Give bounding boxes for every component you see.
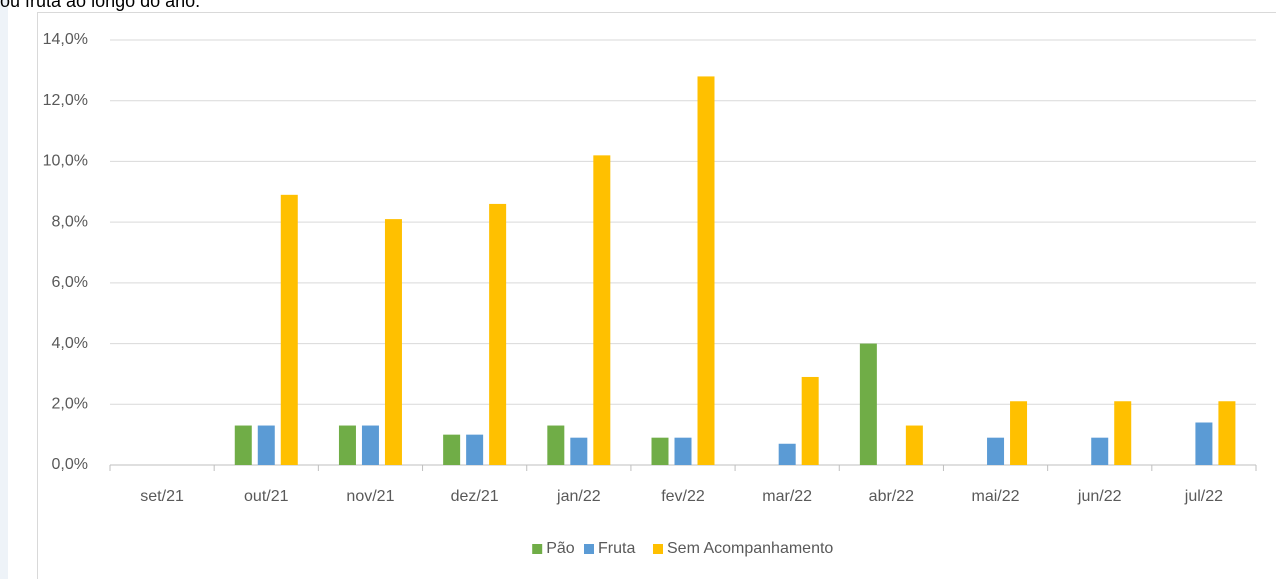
y-tick-label: 0,0% bbox=[52, 456, 88, 473]
x-tick-label: jan/22 bbox=[556, 488, 601, 505]
bar bbox=[547, 426, 564, 465]
bar bbox=[1218, 401, 1235, 465]
bar bbox=[466, 435, 483, 465]
bar bbox=[258, 426, 275, 465]
x-tick-label: mar/22 bbox=[762, 488, 812, 505]
bar bbox=[339, 426, 356, 465]
bar bbox=[698, 76, 715, 465]
x-tick-label: out/21 bbox=[244, 488, 289, 505]
bar bbox=[489, 204, 506, 465]
legend-swatch bbox=[653, 544, 663, 554]
bar bbox=[652, 438, 669, 465]
bar bbox=[1195, 423, 1212, 466]
bar bbox=[1091, 438, 1108, 465]
x-tick-label: set/21 bbox=[140, 488, 184, 505]
y-tick-label: 6,0% bbox=[52, 274, 88, 291]
bar bbox=[860, 344, 877, 465]
bar bbox=[779, 444, 796, 465]
bar bbox=[235, 426, 252, 465]
bar bbox=[987, 438, 1004, 465]
y-tick-label: 14,0% bbox=[43, 31, 88, 48]
y-tick-label: 2,0% bbox=[52, 396, 88, 413]
x-tick-label: abr/22 bbox=[869, 488, 914, 505]
legend-label: Fruta bbox=[598, 540, 635, 557]
x-tick-label: mai/22 bbox=[972, 488, 1020, 505]
bar bbox=[385, 219, 402, 465]
x-tick-label: jun/22 bbox=[1077, 488, 1122, 505]
bar bbox=[1114, 401, 1131, 465]
y-tick-label: 4,0% bbox=[52, 335, 88, 352]
legend-label: Sem Acompanhamento bbox=[667, 540, 833, 557]
bar bbox=[802, 377, 819, 465]
bar bbox=[906, 426, 923, 465]
legend-swatch bbox=[584, 544, 594, 554]
y-tick-label: 8,0% bbox=[52, 213, 88, 230]
x-tick-label: nov/21 bbox=[346, 488, 394, 505]
legend-label: Pão bbox=[546, 540, 575, 557]
y-tick-label: 12,0% bbox=[43, 92, 88, 109]
x-tick-label: jul/22 bbox=[1184, 488, 1223, 505]
x-tick-label: fev/22 bbox=[661, 488, 705, 505]
bar bbox=[281, 195, 298, 465]
bar bbox=[570, 438, 587, 465]
bar bbox=[593, 155, 610, 465]
x-tick-label: dez/21 bbox=[451, 488, 499, 505]
bar bbox=[443, 435, 460, 465]
bar bbox=[1010, 401, 1027, 465]
bar bbox=[675, 438, 692, 465]
page-edge bbox=[0, 0, 8, 579]
bar bbox=[362, 426, 379, 465]
y-tick-label: 10,0% bbox=[43, 153, 88, 170]
legend-swatch bbox=[532, 544, 542, 554]
caption: ou fruta ao longo do ano. bbox=[0, 0, 200, 11]
